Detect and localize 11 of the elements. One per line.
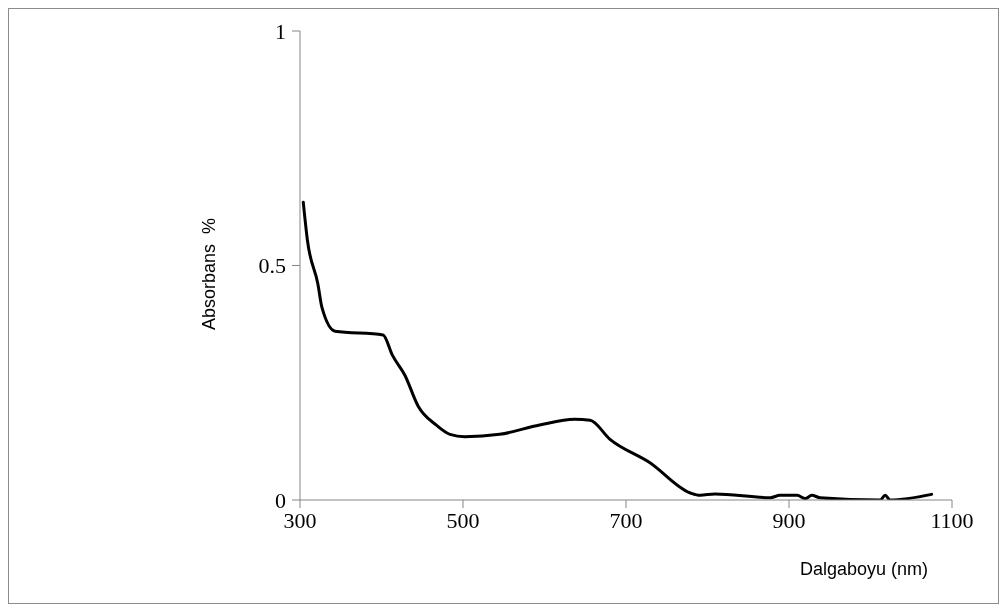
y-axis-title: Absorbans % — [198, 217, 220, 331]
line-series — [301, 200, 934, 500]
y-tick-label: 0.5 — [258, 253, 286, 279]
x-tick-label: 500 — [446, 507, 480, 533]
x-tick-label: 900 — [772, 507, 806, 533]
x-axis-title: Dalgaboyu (nm) — [799, 558, 928, 580]
x-tick-label: 300 — [283, 507, 317, 533]
y-tick-label: 1 — [275, 18, 286, 44]
x-tick-label: 700 — [609, 507, 643, 533]
x-tick-label: 1100 — [930, 507, 974, 533]
y-tick-label: 0 — [275, 487, 286, 513]
